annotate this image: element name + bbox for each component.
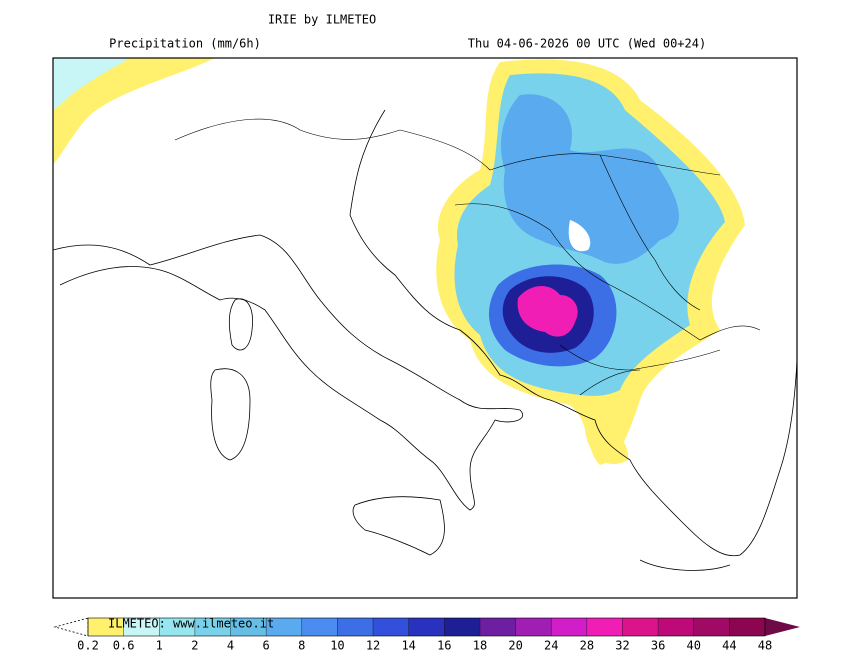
colorbar-segment [337, 618, 374, 636]
precip-area [53, 58, 130, 110]
coastline [352, 496, 445, 556]
border [559, 344, 721, 371]
colorbar-segment [551, 618, 587, 636]
precip-area [517, 285, 578, 337]
colorbar-segment [408, 618, 445, 636]
colorbar-label: 24 [544, 639, 558, 653]
colorbar-segment [479, 618, 516, 636]
precip-area [53, 58, 215, 165]
coastline [349, 109, 797, 557]
colorbar-segment [159, 618, 195, 636]
colorbar-label: 48 [758, 639, 772, 653]
field-label: Precipitation (mm/6h) [109, 37, 261, 51]
colorbar-label: 10 [330, 639, 344, 653]
precip-area [585, 427, 629, 465]
coastline [53, 234, 523, 511]
colorbar-label: 6 [263, 639, 270, 653]
precip-area [500, 94, 679, 264]
colorbar-segment [373, 618, 409, 636]
colorbar-segment [515, 618, 552, 636]
colorbar-label: 4 [227, 639, 234, 653]
colorbar-segment [230, 618, 267, 636]
map-area [53, 58, 797, 598]
colorbar-segment [658, 618, 694, 636]
colorbar-segment [266, 618, 302, 636]
colorbar-segment [301, 618, 338, 636]
colorbar-label: 40 [687, 639, 701, 653]
colorbar-segment [88, 618, 124, 636]
colorbar-segment [693, 618, 730, 636]
border [454, 203, 761, 341]
colorbar-label: 12 [366, 639, 380, 653]
colorbar-label: 28 [580, 639, 594, 653]
colorbar-label: 36 [651, 639, 665, 653]
colorbar-label: 16 [437, 639, 451, 653]
coastline [210, 368, 251, 461]
colorbar-segment [444, 618, 480, 636]
colorbar-segment [123, 618, 160, 636]
title: IRIE by ILMETEO [268, 13, 376, 27]
colorbar: 0.2 0.6 1 2 4 6 8 10 12 14 16 18 20 24 28 32 36 40 44 48 [53, 617, 800, 653]
colorbar-label: 0.2 [77, 639, 99, 653]
colorbar-label: 44 [722, 639, 736, 653]
colorbar-under [53, 617, 89, 637]
colorbar-label: 2 [191, 639, 198, 653]
colorbar-over [765, 618, 800, 636]
colorbar-label: 0.6 [113, 639, 135, 653]
colorbar-label: 20 [508, 639, 522, 653]
colorbar-segment [622, 618, 659, 636]
colorbar-label: 18 [473, 639, 487, 653]
colorbar-label: 32 [615, 639, 629, 653]
valid-time: Thu 04-06-2026 00 UTC (Wed 00+24) [468, 37, 706, 51]
colorbar-segment [729, 618, 765, 636]
coastline [639, 559, 731, 571]
colorbar-label: 14 [401, 639, 415, 653]
border [174, 118, 721, 176]
colorbar-segment [194, 618, 231, 636]
colorbar-label: 8 [298, 639, 305, 653]
coastline [228, 298, 253, 351]
map-frame [52, 57, 798, 599]
precip-gap [568, 220, 591, 252]
colorbar-segment [586, 618, 623, 636]
credit: ILMETEO: www.ilmeteo.it [108, 617, 274, 631]
border [599, 154, 701, 311]
colorbar-label: 1 [156, 639, 163, 653]
border [579, 369, 641, 396]
